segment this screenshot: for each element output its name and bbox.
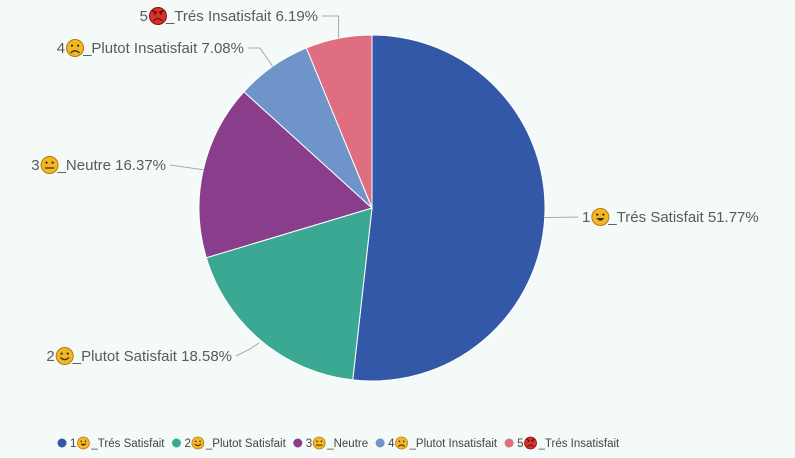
legend-label: _Plutot Insatisfait xyxy=(409,438,498,450)
legend-label: _Plutot Satisfait xyxy=(205,438,287,450)
legend-number: 3 xyxy=(306,438,312,450)
legend-item[interactable]: 3 _Neutre xyxy=(293,436,368,450)
pie-slice[interactable] xyxy=(352,34,546,382)
slice-labels: 1 _Trés Satisfait 51.77% 2 _Plutot Satisf… xyxy=(31,6,759,366)
legend-marker xyxy=(504,438,514,448)
angry-face-icon xyxy=(524,436,537,450)
smile-face-icon xyxy=(191,436,205,450)
slice-label: 4 _Plutot Insatisfait 7.08% xyxy=(57,40,244,57)
legend: 1 _Trés Satisfait 2 _Plutot Satisfait 3 _Neut… xyxy=(57,436,621,450)
legend-label: _Trés Satisfait xyxy=(90,438,165,450)
leader-line xyxy=(322,15,340,39)
legend-label: _Trés Insatisfait xyxy=(538,438,621,450)
angry-face-icon xyxy=(148,6,167,26)
pie-slice[interactable] xyxy=(198,91,373,259)
happy-face-icon xyxy=(77,436,90,450)
leader-line xyxy=(235,342,260,357)
leader-line xyxy=(544,216,579,219)
neutral-face-icon xyxy=(40,155,59,175)
frown-face-icon xyxy=(66,38,85,58)
slice-label: 1 _Trés Satisfait 51.77% xyxy=(582,209,759,226)
smile-face-icon xyxy=(55,346,74,366)
legend-label: _Neutre xyxy=(326,438,368,450)
legend-marker xyxy=(171,438,181,448)
legend-marker xyxy=(57,438,67,448)
pie-slices xyxy=(198,34,546,382)
slice-label: 3 _Neutre 16.37% xyxy=(31,157,166,174)
frown-face-icon xyxy=(395,436,408,450)
legend-marker xyxy=(375,438,385,448)
pie-slice[interactable] xyxy=(205,207,373,381)
legend-marker xyxy=(293,438,303,448)
legend-item[interactable]: 1 _Trés Satisfait xyxy=(57,436,166,450)
legend-number: 5 xyxy=(517,438,523,450)
legend-number: 4 xyxy=(388,438,395,450)
legend-item[interactable]: 5 _Trés Insatisfait xyxy=(504,436,621,450)
legend-item[interactable]: 4 _Plutot Insatisfait xyxy=(375,436,498,450)
neutral-face-icon xyxy=(312,436,326,450)
legend-number: 1 xyxy=(70,438,76,450)
legend-number: 2 xyxy=(184,438,190,450)
leader-line xyxy=(169,164,204,171)
slice-label: 2 _Plutot Satisfait 18.58% xyxy=(46,348,232,365)
pie-slice[interactable] xyxy=(305,34,373,209)
leader-lines xyxy=(169,15,579,357)
happy-face-icon xyxy=(591,207,610,227)
leader-line xyxy=(248,47,274,67)
slice-label: 5 _Trés Insatisfait 6.19% xyxy=(140,8,318,25)
legend-item[interactable]: 2 _Plutot Satisfait xyxy=(171,436,287,450)
